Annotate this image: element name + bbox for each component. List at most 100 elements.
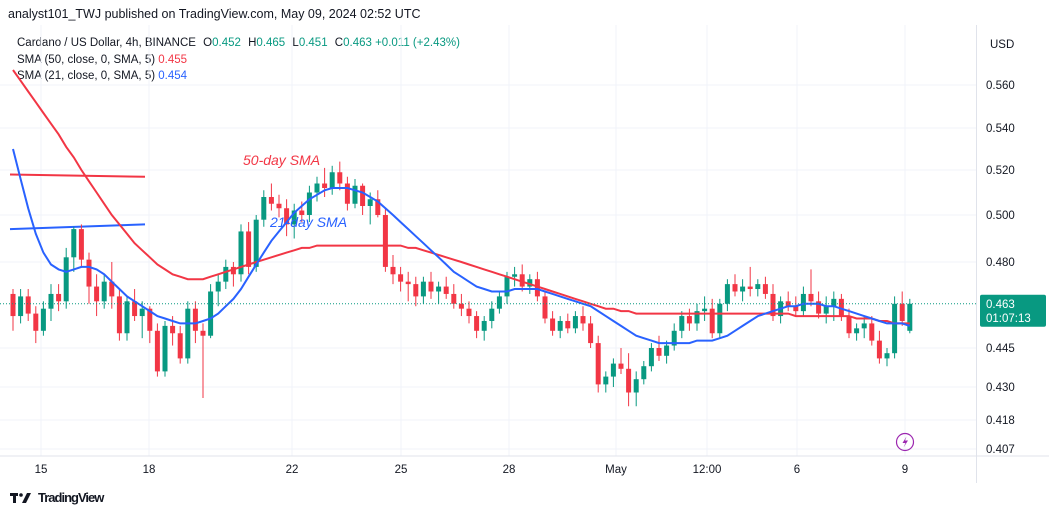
candle-body: [724, 284, 730, 304]
candle: [565, 313, 571, 334]
lightning-icon[interactable]: [895, 432, 915, 452]
price-tick-label: 0.540: [986, 123, 1015, 135]
candle-body: [572, 316, 578, 329]
candle: [443, 276, 449, 299]
candle: [63, 247, 69, 309]
tradingview-brand: TradingView: [38, 490, 104, 505]
candle-body: [40, 308, 46, 331]
currency-label[interactable]: USD: [990, 39, 1014, 51]
candle: [648, 343, 654, 372]
candle-body: [413, 284, 419, 297]
price-chart[interactable]: 50-day SMA 21-day SMA 0.5600.5400.5200.5…: [0, 25, 1049, 483]
candle: [854, 323, 860, 341]
candle-body: [162, 325, 168, 372]
candle: [458, 293, 464, 317]
tradingview-footer[interactable]: TradingView: [10, 490, 104, 505]
candle: [405, 271, 411, 302]
price-axis[interactable]: 0.560 0.540 0.520 0.500 0.480 0.445 0.430 0.418…: [986, 80, 1015, 456]
candle-body: [344, 183, 350, 204]
candle-body: [664, 345, 670, 356]
candle-body: [253, 219, 259, 267]
candle-body: [808, 293, 814, 302]
candle: [344, 176, 350, 211]
candle: [603, 371, 609, 393]
candle-body: [154, 330, 160, 372]
sma21-annotation[interactable]: 21-day SMA: [269, 214, 347, 230]
sma50-annotation[interactable]: 50-day SMA: [243, 152, 320, 168]
candle: [86, 252, 92, 304]
candle-body: [185, 308, 191, 359]
bar-countdown: 01:07:13: [986, 313, 1031, 325]
candle-body: [268, 197, 274, 204]
candle-body: [618, 363, 624, 369]
candle-body: [550, 318, 556, 331]
candle: [694, 303, 700, 331]
candle-body: [474, 316, 480, 331]
candle: [512, 266, 518, 287]
candle: [656, 335, 662, 361]
candle-body: [314, 183, 320, 193]
candle: [223, 259, 229, 290]
blue-hline[interactable]: [9, 223, 146, 231]
candle-body: [694, 311, 700, 324]
candle-body: [846, 316, 852, 334]
time-tick-label: 18: [143, 464, 156, 476]
candle: [284, 199, 290, 237]
legend-sma21-row[interactable]: SMA (21, close, 0, SMA, 5) 0.454: [17, 68, 460, 85]
candle: [33, 306, 39, 344]
candle-body: [816, 301, 822, 314]
candle-body: [884, 353, 890, 359]
horizontal-lines[interactable]: [9, 173, 146, 231]
legend-ohlc-row: Cardano / US Dollar, 4h, BINANCE O0.452 …: [17, 35, 460, 52]
legend-sma50-row[interactable]: SMA (50, close, 0, SMA, 5) 0.455: [17, 52, 460, 69]
candle: [185, 301, 191, 364]
sma21-line: [12, 148, 911, 345]
candle: [192, 301, 198, 344]
candle-body: [33, 313, 39, 331]
symbol-title[interactable]: Cardano / US Dollar, 4h, BINANCE: [17, 37, 196, 49]
candle: [162, 320, 168, 377]
candle: [375, 190, 381, 218]
candle-body: [899, 303, 905, 321]
candle-body: [390, 266, 396, 275]
price-tick-label: 0.500: [986, 210, 1015, 222]
candle: [816, 291, 822, 319]
candle-body: [709, 308, 715, 334]
candle-body: [101, 281, 107, 302]
candle-body: [139, 308, 145, 317]
sma50-line: [12, 69, 910, 325]
candle-body: [78, 229, 84, 260]
candle-body: [10, 293, 16, 317]
candle-body: [132, 301, 138, 317]
candle: [382, 208, 388, 272]
candle-body: [823, 306, 829, 314]
candle: [10, 289, 16, 331]
open-value: 0.452: [212, 37, 241, 49]
candle: [71, 226, 77, 272]
candle: [124, 296, 130, 341]
candle-body: [71, 229, 77, 258]
red-hline[interactable]: [9, 173, 146, 178]
candle-body: [48, 293, 54, 309]
time-tick-label: 28: [503, 464, 516, 476]
candle-body: [876, 340, 882, 359]
candle-body: [86, 259, 92, 287]
candle-body: [702, 308, 708, 312]
price-tick-label: 0.445: [986, 343, 1015, 355]
time-tick-label: 22: [286, 464, 299, 476]
candle-body: [25, 296, 31, 314]
candle-body: [595, 343, 601, 385]
candle-body: [641, 366, 647, 380]
candle: [808, 269, 814, 307]
candle-body: [56, 293, 62, 302]
candle-body: [398, 274, 404, 282]
time-tick-label: 12:00: [693, 464, 722, 476]
candle-body: [299, 210, 305, 215]
price-tick-label: 0.560: [986, 80, 1015, 92]
candle-body: [230, 266, 236, 275]
candle-body: [747, 286, 753, 290]
candle-body: [261, 197, 267, 220]
candle: [291, 203, 297, 239]
time-axis[interactable]: 15 18 22 25 28 May 12:00 6 9: [35, 464, 909, 476]
candle-body: [755, 284, 761, 290]
